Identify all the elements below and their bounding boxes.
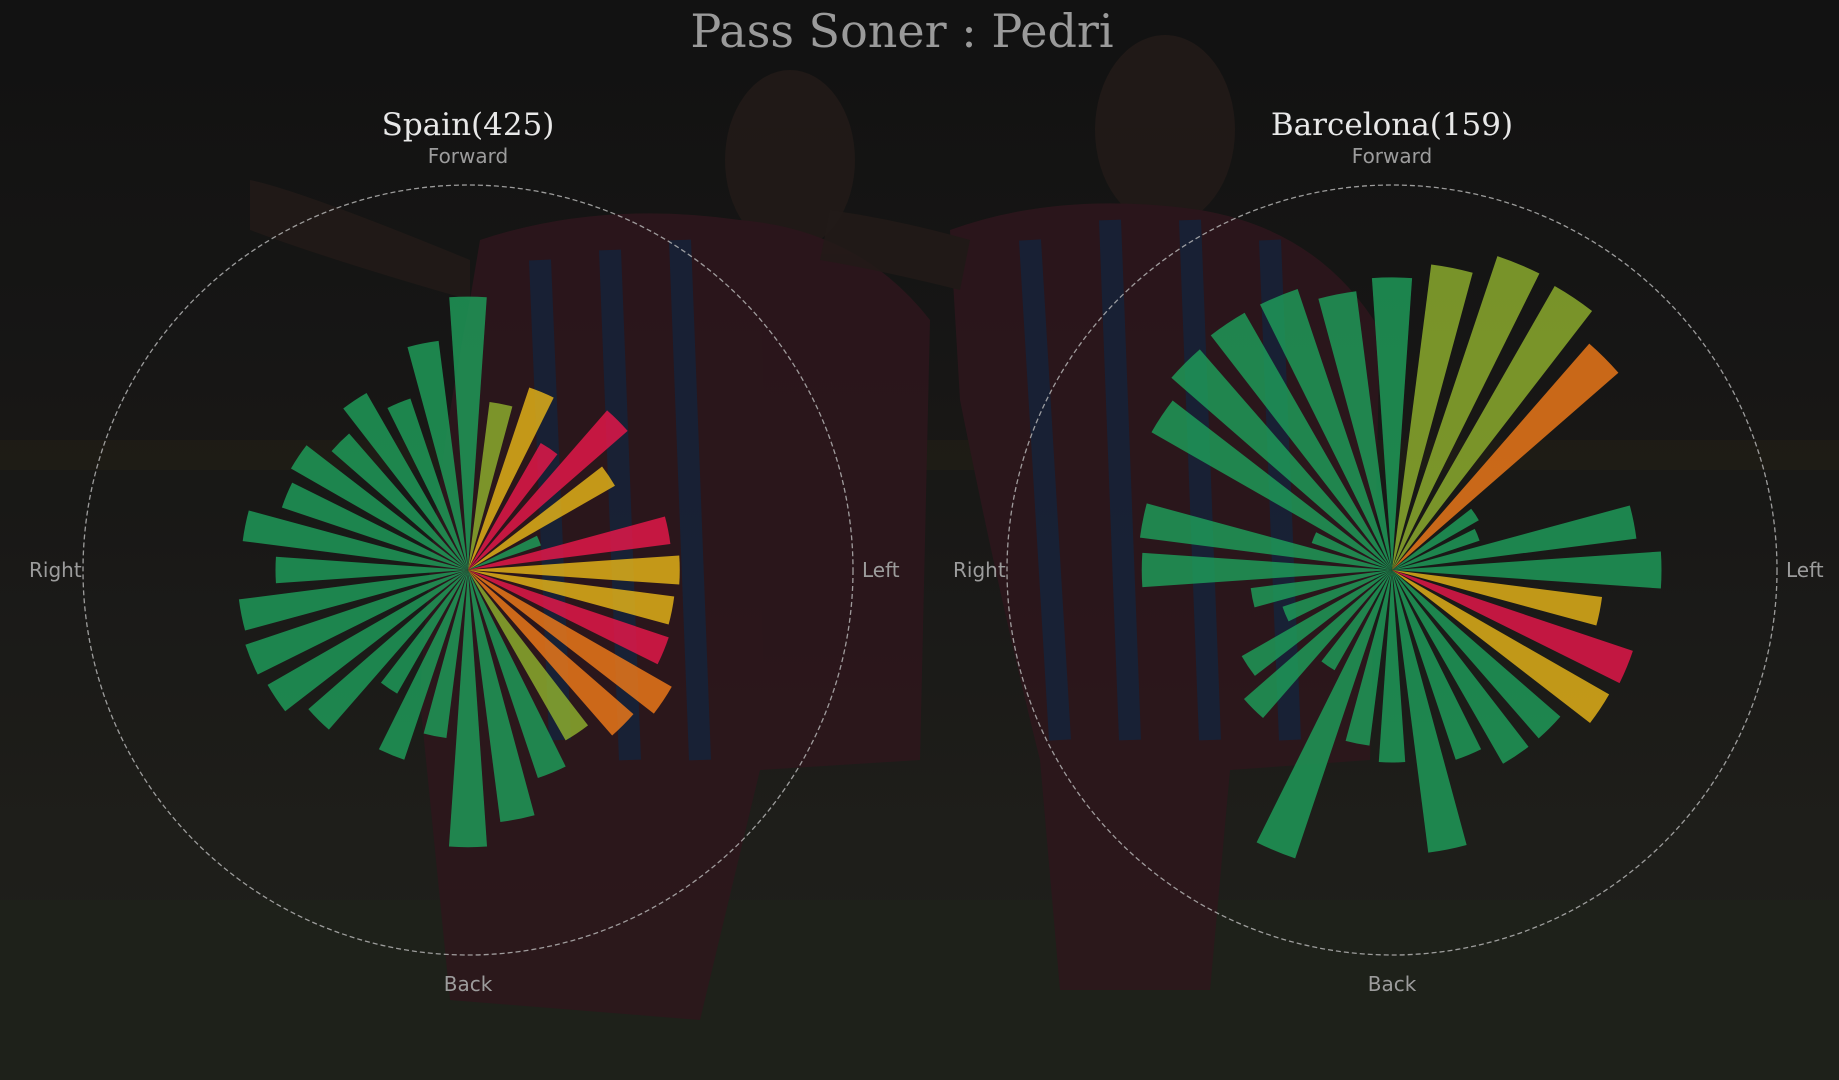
spain-wedge-24 bbox=[448, 570, 488, 848]
panel-barcelona-outer-circle bbox=[1006, 184, 1778, 956]
barcelona-wedge-28 bbox=[1392, 570, 1561, 739]
barcelona-wedge-27 bbox=[1392, 570, 1529, 764]
spain-wedge-6 bbox=[468, 387, 554, 570]
barcelona-wedge-6 bbox=[1392, 256, 1540, 570]
barcelona-wedge-13 bbox=[1151, 400, 1392, 570]
spain-wedge-26 bbox=[468, 570, 566, 779]
barcelona-wedge-11 bbox=[1210, 312, 1392, 570]
panel-spain: Spain(425) Forward Back Right Left bbox=[29, 107, 900, 996]
barcelona-wedge-26 bbox=[1392, 570, 1482, 760]
barcelona-wedge-29 bbox=[1392, 570, 1610, 723]
barcelona-wedge-23 bbox=[1345, 570, 1392, 746]
spain-wedge-27 bbox=[468, 570, 589, 741]
barcelona-wedge-0 bbox=[1392, 551, 1662, 589]
spain-wedge-21 bbox=[380, 570, 468, 694]
spain-wedge-1 bbox=[468, 516, 671, 570]
barcelona-wedge-19 bbox=[1241, 570, 1392, 676]
spain-wedge-28 bbox=[468, 570, 634, 736]
barcelona-wedge-18 bbox=[1282, 570, 1392, 622]
spain-wedge-29 bbox=[468, 570, 672, 714]
barcelona-wedge-12 bbox=[1171, 349, 1392, 570]
spain-wedge-16 bbox=[275, 556, 468, 584]
spain-wedge-4 bbox=[468, 410, 628, 570]
spain-wedge-10 bbox=[387, 398, 468, 570]
barcelona-wedge-16 bbox=[1141, 552, 1392, 588]
spain-wedge-7 bbox=[468, 401, 513, 570]
spain-wedge-8 bbox=[449, 296, 487, 570]
spain-wedge-14 bbox=[281, 482, 468, 570]
spain-wedge-23 bbox=[423, 570, 468, 739]
spain-wedge-0 bbox=[468, 555, 680, 585]
panel-barcelona-label-right: Right bbox=[953, 558, 1006, 582]
spain-wedge-19 bbox=[267, 570, 468, 712]
panel-spain-label-forward: Forward bbox=[428, 144, 508, 168]
barcelona-wedge-20 bbox=[1243, 570, 1392, 719]
spain-wedge-3 bbox=[468, 466, 615, 570]
spain-wedge-20 bbox=[308, 570, 468, 730]
spain-wedge-30 bbox=[468, 570, 669, 665]
panel-spain-bars bbox=[238, 296, 680, 848]
barcelona-wedge-31 bbox=[1392, 570, 1603, 626]
spain-wedge-25 bbox=[468, 570, 535, 823]
panel-spain-outer-circle bbox=[82, 184, 854, 956]
spain-wedge-13 bbox=[290, 445, 468, 570]
panel-barcelona-label-left: Left bbox=[1786, 558, 1824, 582]
barcelona-wedge-25 bbox=[1392, 570, 1467, 853]
barcelona-wedge-10 bbox=[1260, 288, 1392, 570]
spain-wedge-2 bbox=[468, 535, 541, 570]
barcelona-wedge-24 bbox=[1378, 570, 1406, 763]
spain-wedge-17 bbox=[238, 570, 468, 631]
barcelona-wedge-5 bbox=[1392, 286, 1593, 570]
barcelona-wedge-22 bbox=[1256, 570, 1392, 859]
barcelona-wedge-14 bbox=[1311, 532, 1392, 570]
barcelona-wedge-2 bbox=[1392, 528, 1480, 570]
panel-spain-label-back: Back bbox=[444, 972, 493, 996]
barcelona-wedge-1 bbox=[1392, 505, 1637, 570]
spain-wedge-9 bbox=[407, 340, 468, 570]
barcelona-wedge-21 bbox=[1321, 570, 1392, 671]
chart-title: Pass Soner : Pedri bbox=[690, 4, 1113, 58]
barcelona-wedge-8 bbox=[1371, 277, 1413, 570]
panel-barcelona-label-forward: Forward bbox=[1352, 144, 1432, 168]
panel-barcelona-label-back: Back bbox=[1368, 972, 1417, 996]
spain-wedge-22 bbox=[378, 570, 468, 760]
barcelona-wedge-3 bbox=[1392, 508, 1479, 570]
spain-wedge-31 bbox=[468, 570, 675, 625]
barcelona-wedge-7 bbox=[1392, 264, 1473, 570]
spain-wedge-18 bbox=[245, 570, 468, 675]
barcelona-wedge-30 bbox=[1392, 570, 1633, 684]
barcelona-wedge-4 bbox=[1392, 343, 1619, 570]
panel-barcelona: Barcelona(159) Forward Back Right Left bbox=[953, 107, 1824, 996]
panel-barcelona-title: Barcelona(159) bbox=[1271, 107, 1513, 143]
panel-barcelona-bars bbox=[1139, 256, 1662, 859]
barcelona-wedge-15 bbox=[1139, 503, 1392, 570]
spain-wedge-5 bbox=[468, 443, 558, 570]
spain-wedge-11 bbox=[343, 392, 468, 570]
barcelona-wedge-17 bbox=[1250, 570, 1392, 608]
panel-spain-label-right: Right bbox=[29, 558, 82, 582]
panel-spain-label-left: Left bbox=[862, 558, 900, 582]
spain-wedge-15 bbox=[242, 510, 468, 570]
panel-spain-title: Spain(425) bbox=[382, 107, 555, 143]
barcelona-wedge-9 bbox=[1318, 291, 1392, 570]
spain-wedge-12 bbox=[331, 433, 468, 570]
